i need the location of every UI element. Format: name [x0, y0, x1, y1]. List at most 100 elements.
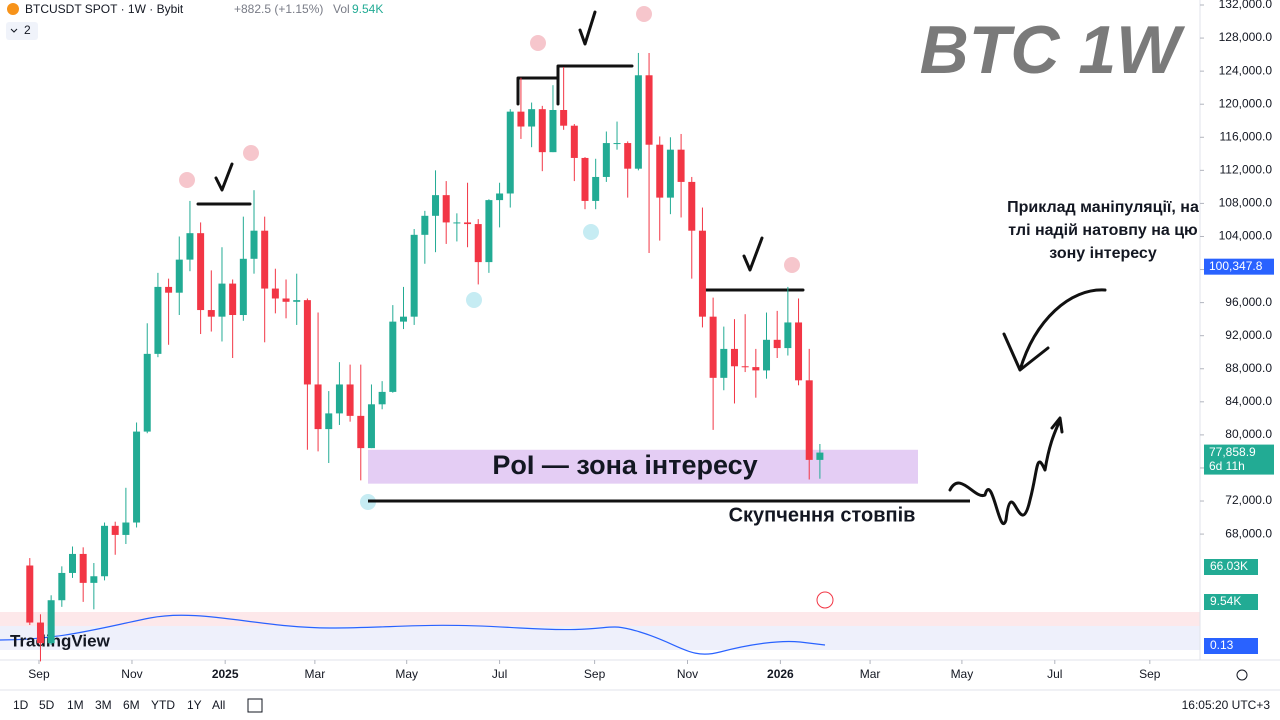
candle-body [538, 109, 546, 153]
candle-body [271, 288, 279, 299]
candle-body [570, 125, 578, 158]
candle-body [346, 384, 354, 416]
symbol-icon [7, 3, 19, 15]
x-tick-label: Jul [1047, 667, 1062, 681]
candle-body [101, 525, 109, 577]
pane-marker [1204, 559, 1258, 575]
candle-body [709, 316, 717, 378]
squiggle [948, 416, 1064, 525]
checkmarks [214, 10, 764, 272]
candle-body [68, 553, 76, 573]
y-tick-label: 80,000.0 [1225, 427, 1272, 441]
candle-body [720, 348, 728, 378]
candle-body [410, 234, 418, 317]
candle-body [79, 553, 87, 583]
candle-body [698, 230, 706, 317]
x-tick-label: May [951, 667, 974, 681]
candle-body [485, 200, 493, 263]
pane-marker-label: 9.54K [1210, 594, 1241, 608]
candle-body [432, 195, 440, 216]
calendar-icon[interactable] [247, 698, 263, 713]
clock: 16:05:20 UTC+3 [1182, 698, 1271, 712]
candle-body [442, 195, 450, 223]
candle-body [624, 143, 632, 169]
y-tick-label: 116,000.0 [1220, 129, 1273, 143]
indicator-line [0, 614, 826, 655]
candle-body [325, 413, 333, 430]
candle-body [666, 149, 674, 198]
candle-body [677, 149, 685, 182]
pane-marker-label: 66.03K [1210, 559, 1248, 573]
candle-body [90, 576, 98, 583]
indicator-toggle[interactable] [6, 22, 38, 40]
candle-body [229, 283, 237, 316]
brand: TradingView [10, 631, 111, 650]
candle-body [581, 157, 589, 201]
candle-body [816, 452, 824, 460]
candle-body [496, 193, 504, 201]
y-tick-label: 84,000.0 [1225, 394, 1272, 408]
candle-body [122, 522, 130, 535]
x-tick-label: Nov [121, 667, 142, 681]
candle-body [688, 181, 696, 231]
poi-zone [368, 449, 918, 484]
arrow [1002, 288, 1107, 372]
x-tick-label: May [395, 667, 418, 681]
x-tick-label: Jul [492, 667, 507, 681]
candle-body [47, 600, 55, 644]
range-button[interactable]: 3M [95, 698, 112, 712]
candle-body [517, 111, 525, 127]
candle-body [36, 622, 44, 644]
candle-body [143, 353, 151, 432]
range-button[interactable]: 6M [123, 698, 140, 712]
x-tick-label: 2026 [767, 667, 794, 681]
range-button[interactable]: 1D [13, 698, 29, 712]
indicator-count: 2 [24, 23, 31, 37]
candle-body [250, 230, 258, 259]
alert-icon[interactable] [816, 591, 834, 609]
price-marker [1204, 444, 1274, 475]
candle-body [335, 384, 343, 414]
y-tick-label: 88,000.0 [1225, 361, 1272, 375]
candle-body [805, 380, 813, 460]
candle-body [560, 109, 568, 126]
annotation: тлі надій натовпу на цю [1008, 222, 1198, 239]
candle-body [186, 233, 194, 260]
symbol[interactable]: BTCUSDT SPOT · 1W · Bybit [25, 2, 184, 16]
x-tick-label: Nov [677, 667, 698, 681]
y-tick-label: 132,000.0 [1219, 0, 1273, 11]
range-button[interactable]: 5D [39, 698, 55, 712]
candle-body [741, 366, 749, 368]
y-tick-label: 96,000.0 [1225, 295, 1272, 309]
y-tick-label: 112,000.0 [1220, 163, 1273, 177]
dots [179, 6, 800, 273]
y-tick-label: 92,000.0 [1225, 328, 1272, 342]
candle-body [111, 525, 119, 535]
candle-body [474, 224, 482, 263]
y-tick-label: 128,000.0 [1219, 30, 1273, 44]
pane-band [0, 612, 1200, 626]
candle-body [154, 286, 162, 354]
candle-body [207, 310, 215, 317]
candle-body [261, 230, 269, 289]
range-button[interactable]: YTD [151, 698, 175, 712]
range-button[interactable]: 1M [67, 698, 84, 712]
zone-label: PoI — зона інтересу [492, 450, 757, 480]
candle-body [421, 215, 429, 235]
candle-body [314, 384, 322, 430]
range-button[interactable]: 1Y [187, 698, 202, 712]
pane-band [0, 626, 1200, 650]
settings-icon[interactable] [1236, 669, 1248, 681]
candle-body [506, 111, 514, 194]
pane-marker-label: 0.13 [1210, 638, 1234, 652]
range-button[interactable]: All [212, 698, 225, 712]
candle-body [165, 286, 173, 293]
pane-marker [1204, 594, 1258, 610]
resistance-lines [196, 64, 805, 292]
price-marker-label: 100,347.8 [1209, 259, 1263, 273]
volume-label: Vol [333, 2, 350, 16]
candle-body [752, 367, 760, 371]
annotation: Приклад маніпуляції, на [1007, 199, 1199, 216]
chevron [10, 28, 18, 33]
